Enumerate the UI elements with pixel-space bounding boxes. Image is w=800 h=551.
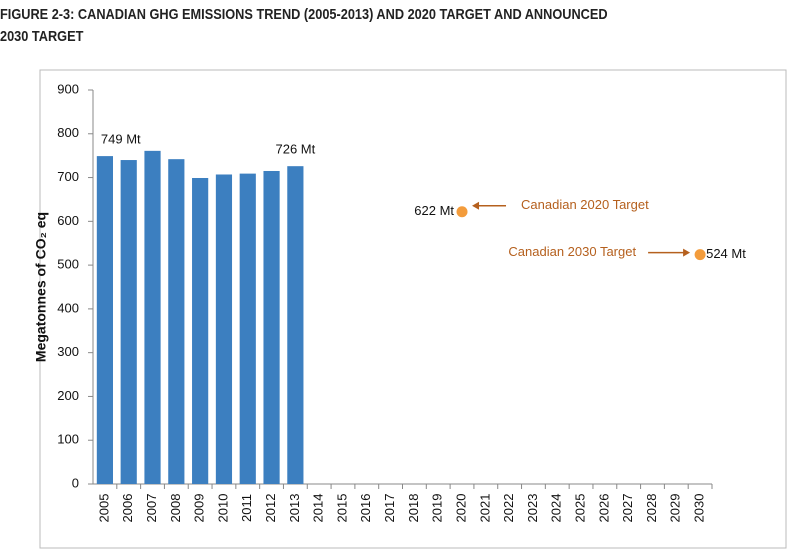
data-label: 524 Mt [706,246,746,261]
target-point [694,249,706,261]
y-tick-label: 100 [57,432,79,447]
data-label: 622 Mt [414,203,454,218]
x-tick-label: 2006 [120,494,135,523]
x-tick-label: 2027 [620,494,635,523]
chart-title: FIGURE 2-3: CANADIAN GHG EMISSIONS TREND… [0,6,608,45]
x-tick-label: 2008 [168,494,183,523]
x-tick-label: 2014 [311,494,326,523]
y-tick-label: 600 [57,213,79,228]
y-tick-label: 300 [57,344,79,359]
bar [239,173,256,485]
bar [215,174,233,485]
data-label: 749 Mt [101,132,141,147]
x-tick-label: 2015 [334,494,349,523]
y-tick-label: 200 [57,388,79,403]
x-tick-label: 2009 [192,494,207,523]
x-tick-label: 2024 [549,494,564,523]
bar [287,166,304,484]
target-point [456,206,468,218]
x-tick-label: 2016 [358,494,373,523]
y-tick-label: 500 [57,257,79,272]
x-tick-label: 2028 [644,494,659,523]
y-axis-label: Megatonnes of CO₂ eq [33,212,49,362]
x-tick-label: 2018 [406,494,421,523]
x-tick-label: 2010 [215,494,230,523]
bar [120,160,137,485]
bar [168,159,185,484]
x-tick-label: 2023 [525,494,540,523]
y-tick-label: 700 [57,169,79,184]
y-tick-label: 0 [72,475,79,490]
bar [144,150,161,484]
x-tick-label: 2005 [96,494,111,523]
x-tick-label: 2017 [382,494,397,523]
x-tick-label: 2025 [572,494,587,523]
data-label: 726 Mt [275,142,315,157]
x-tick-label: 2019 [430,494,445,523]
x-tick-label: 2007 [144,494,159,523]
x-tick-label: 2029 [668,494,683,523]
arrow-head [683,248,691,257]
bar [263,170,280,484]
x-tick-label: 2021 [477,494,492,523]
x-tick-label: 2026 [596,494,611,523]
x-tick-label: 2022 [501,494,516,523]
bar [96,156,113,485]
x-tick-label: 2030 [692,494,707,523]
y-tick-label: 400 [57,300,79,315]
y-tick-label: 900 [57,81,79,96]
bar [192,177,209,484]
arrow-head [472,201,480,210]
x-tick-label: 2011 [239,494,254,522]
annotation: Canadian 2030 Target [508,244,636,259]
y-tick-label: 800 [57,125,79,140]
annotation: Canadian 2020 Target [521,197,649,212]
x-tick-label: 2013 [287,494,302,523]
x-tick-label: 2020 [453,494,468,523]
chart-frame [39,69,787,549]
x-tick-label: 2012 [263,494,278,523]
